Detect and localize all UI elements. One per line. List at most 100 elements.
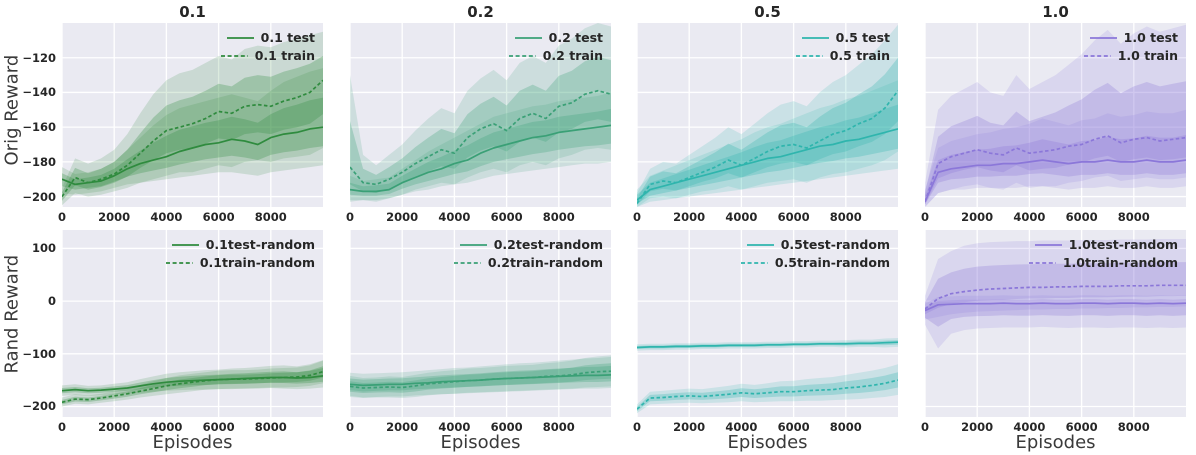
legend-label: 1.0train-random xyxy=(1062,255,1178,270)
x-tick-label: 6000 xyxy=(1065,420,1098,434)
legend-item-0.5train-random: 0.5train-random xyxy=(740,255,890,270)
x-tick-label: 2000 xyxy=(98,210,131,224)
y-tick-label: −180 xyxy=(22,154,56,169)
confidence-band xyxy=(350,23,611,202)
legend-item-0.2test-random: 0.2test-random xyxy=(459,237,603,252)
x-tick-label: 0 xyxy=(632,420,642,434)
x-tick-label: 8000 xyxy=(254,210,287,224)
legend-1.0testrandom-rand: 1.0test-random 1.0train-random xyxy=(978,237,1178,270)
legend-solid-line-icon xyxy=(801,36,829,39)
subplot-1.0testrandom-rand xyxy=(925,230,1186,417)
subplot-0.5testrandom-rand xyxy=(637,230,898,417)
legend-dashed-line-icon xyxy=(165,261,193,264)
x-axis-label-episodes: Episodes xyxy=(727,432,808,453)
legend-item-0.1test-random: 0.1test-random xyxy=(171,237,315,252)
legend-dashed-line-icon xyxy=(795,54,823,57)
legend-item-0.1-train: 0.1 train xyxy=(220,48,315,63)
legend-dashed-line-icon xyxy=(1028,261,1056,264)
x-axis-label-episodes: Episodes xyxy=(440,432,521,453)
legend-item-0.1train-random: 0.1train-random xyxy=(165,255,315,270)
y-tick-label: −200 xyxy=(22,189,56,204)
line-1.0-train xyxy=(925,134,1186,203)
confidence-band xyxy=(637,364,898,414)
confidence-band xyxy=(62,97,323,190)
legend-solid-line-icon xyxy=(171,243,199,246)
confidence-band xyxy=(62,360,323,407)
x-tick-label: 8000 xyxy=(1117,210,1150,224)
x-tick-label: 4000 xyxy=(150,210,183,224)
legend-item-0.5-train: 0.5 train xyxy=(795,48,890,63)
confidence-band xyxy=(925,299,1186,327)
y-tick-label: −120 xyxy=(22,50,56,65)
legend-item-0.2train-random: 0.2train-random xyxy=(453,255,603,270)
confidence-band xyxy=(62,360,323,396)
y-tick-label: −100 xyxy=(22,346,56,361)
plot-title-1.0: 1.0 xyxy=(1042,3,1069,21)
confidence-band xyxy=(62,56,323,201)
legend-item-1.0test-random: 1.0test-random xyxy=(1034,237,1178,252)
line-0.5test-random xyxy=(637,341,898,349)
plot-title-0.2: 0.2 xyxy=(467,3,494,21)
legend-solid-line-icon xyxy=(226,36,254,39)
confidence-band xyxy=(925,295,1186,349)
legend-solid-line-icon xyxy=(1034,243,1062,246)
line-1.0train-random xyxy=(925,284,1186,310)
x-tick-label: 2000 xyxy=(961,210,994,224)
legend-label: 0.1test-random xyxy=(205,237,315,252)
confidence-band xyxy=(925,109,1186,207)
confidence-band xyxy=(350,56,611,194)
x-axis-label-episodes: Episodes xyxy=(1015,432,1096,453)
x-tick-label: 4000 xyxy=(1013,210,1046,224)
x-tick-label: 2000 xyxy=(386,420,419,434)
legend-label: 0.1train-random xyxy=(199,255,315,270)
x-tick-label: 4000 xyxy=(438,210,471,224)
subplot-0.5-orig xyxy=(637,23,898,207)
plot-title-0.1: 0.1 xyxy=(179,3,206,21)
y-axis-label-orig-reward: Orig Reward xyxy=(1,54,23,166)
confidence-band xyxy=(350,356,611,398)
x-tick-label: 2000 xyxy=(673,420,706,434)
x-tick-label: 4000 xyxy=(725,210,758,224)
line-0.1-train xyxy=(62,79,323,198)
y-tick-label: −140 xyxy=(22,85,56,100)
x-tick-label: 8000 xyxy=(1117,420,1150,434)
confidence-band xyxy=(62,366,323,405)
confidence-band xyxy=(925,262,1186,315)
y-tick-label: 100 xyxy=(31,241,56,256)
legend-label: 0.2train-random xyxy=(487,255,603,270)
legend-label: 1.0test-random xyxy=(1068,237,1178,252)
legend-label: 0.2test-random xyxy=(493,237,603,252)
legend-label: 0.5test-random xyxy=(780,237,890,252)
line-0.2train-random xyxy=(350,370,611,389)
legend-solid-line-icon xyxy=(1089,36,1117,39)
line-1.0test-random xyxy=(925,302,1186,312)
x-tick-label: 6000 xyxy=(777,420,810,434)
legend-item-0.5test-random: 0.5test-random xyxy=(746,237,890,252)
x-tick-label: 6000 xyxy=(490,210,523,224)
x-axis-label-episodes: Episodes xyxy=(152,432,233,453)
x-tick-label: 6000 xyxy=(490,420,523,434)
line-0.5-train xyxy=(637,90,898,204)
x-tick-label: 2000 xyxy=(386,210,419,224)
x-tick-label: 0 xyxy=(345,420,355,434)
x-tick-label: 8000 xyxy=(254,420,287,434)
x-tick-label: 8000 xyxy=(542,420,575,434)
legend-1.0-orig: 1.0 test 1.0 train xyxy=(978,30,1178,63)
x-tick-label: 6000 xyxy=(202,210,235,224)
y-tick-label: 0 xyxy=(47,294,56,309)
x-tick-label: 0 xyxy=(920,210,930,224)
x-tick-label: 6000 xyxy=(202,420,235,434)
line-0.1train-random xyxy=(62,370,323,404)
legend-0.5-orig: 0.5 test 0.5 train xyxy=(690,30,890,63)
confidence-band xyxy=(637,104,898,204)
legend-solid-line-icon xyxy=(459,243,487,246)
line-0.5train-random xyxy=(637,379,898,410)
x-tick-label: 2000 xyxy=(961,420,994,434)
plot-title-0.5: 0.5 xyxy=(754,3,781,21)
legend-0.1testrandom-rand: 0.1test-random 0.1train-random xyxy=(115,237,315,270)
x-tick-label: 4000 xyxy=(438,420,471,434)
legend-dashed-line-icon xyxy=(1083,54,1111,57)
legend-item-0.1-test: 0.1 test xyxy=(226,30,315,45)
subplot-0.1testrandom-rand xyxy=(62,230,323,417)
